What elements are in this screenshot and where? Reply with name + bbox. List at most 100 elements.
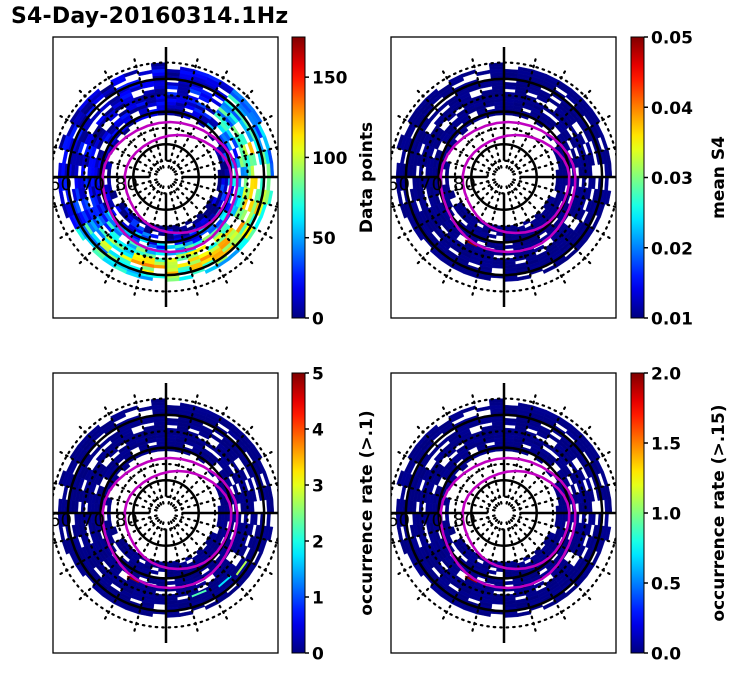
dotted-meridian (132, 521, 165, 635)
dotted-meridian (391, 481, 496, 512)
dotted-meridian (102, 68, 163, 170)
dotted-meridian (391, 514, 496, 545)
heatmap-cell (503, 244, 514, 250)
colorbar-label: occurrence rate (>.15) (709, 404, 729, 621)
dotted-meridian (507, 68, 568, 170)
auroral-oval-boundary-1 (101, 120, 239, 254)
dotted-meridian (395, 516, 497, 577)
dotted-meridian (174, 145, 278, 176)
dotted-meridian (57, 113, 159, 174)
dotted-meridian (169, 404, 230, 506)
figure-title: S4-Day-20160314.1Hz (11, 4, 289, 29)
dotted-meridian (440, 68, 501, 170)
dotted-meridian (174, 514, 278, 545)
heatmap-cell-highlight (464, 239, 478, 248)
heatmap-cell (503, 421, 517, 426)
auroral-oval-boundary-1 (439, 120, 577, 254)
heatmap-cell (600, 135, 609, 151)
latitude-label: 80 (453, 174, 476, 195)
colorbar: 0.0 0.5 1.0 1.5 2.0 occurrence rate (>.15) (630, 365, 729, 665)
heatmap-cell (250, 176, 255, 189)
dotted-meridian (509, 518, 593, 602)
heatmap-cell (262, 135, 271, 151)
colorbar-tick-label: 1 (312, 589, 324, 609)
heatmap-cell (266, 512, 271, 527)
colorbar-tick-label: 3 (312, 477, 324, 497)
heatmap-cell (179, 610, 194, 617)
heatmap-cell (461, 405, 477, 414)
heatmap-cell (588, 176, 593, 189)
dotted-meridian (511, 180, 613, 241)
panel-data-points: 60 70 80 0 50 100 150 Data points (52, 36, 377, 330)
dotted-meridian (102, 404, 163, 506)
heatmap-cell (266, 163, 271, 178)
dotted-meridian (171, 518, 255, 602)
dotted-meridian (171, 182, 255, 266)
colorbar: 0.01 0.02 0.03 0.04 0.05 mean S4 (630, 29, 729, 330)
dotted-meridian (102, 184, 163, 286)
heatmap-cell (112, 526, 118, 535)
heatmap-cell (604, 176, 609, 191)
dotted-meridian (415, 182, 499, 266)
heatmap-cell (475, 69, 491, 77)
colorbar-tick-label: 1.0 (651, 505, 681, 525)
colorbar-label: occurrence rate (>.1) (357, 410, 377, 615)
heatmap-cell-highlight (464, 575, 478, 584)
panel-occurrence-rate-01: 60 70 80 0 1 2 3 4 5 occurrence rate (>.1) (52, 365, 377, 665)
panel-occurrence-rate-015: 60 70 80 0.0 0.5 1.0 1.5 2.0 occurrence rate (>.… (390, 365, 729, 665)
axes-frame (52, 36, 279, 319)
heatmap-cell (450, 526, 456, 535)
heatmap-cell (262, 471, 271, 487)
colorbar-tick-label: 50 (312, 229, 336, 249)
latitude-label: 80 (115, 510, 138, 531)
heatmap-cell (137, 405, 153, 413)
heatmap-cells (57, 62, 275, 282)
dotted-meridian (132, 391, 165, 505)
colorbar-tick-label: 100 (312, 149, 348, 169)
dotted-meridian (505, 185, 538, 299)
dotted-meridian (174, 481, 278, 512)
dotted-meridian (440, 520, 501, 622)
colorbar-label: Data points (357, 122, 377, 233)
dotted-meridian (102, 520, 163, 622)
heatmap-cell (247, 477, 255, 491)
heatmap-cell (137, 69, 153, 77)
heatmap-cell (487, 233, 497, 239)
dotted-meridian (507, 520, 568, 622)
heatmap-cell (412, 164, 417, 178)
dotted-meridian (77, 518, 161, 602)
heatmap-cell-highlight (235, 560, 248, 576)
colorbar-gradient (291, 36, 306, 319)
dotted-meridian (167, 55, 200, 169)
heatmap-cell (503, 580, 514, 586)
heatmap-cell (533, 580, 546, 589)
dotted-meridian (57, 449, 159, 510)
dotted-meridian (171, 424, 255, 508)
colorbar-tick-label: 5 (312, 365, 324, 385)
dotted-meridian (507, 404, 568, 506)
heatmap-cell (250, 512, 255, 525)
dotted-meridian (53, 145, 158, 176)
colorbar-tick-label: 4 (312, 421, 324, 441)
dotted-meridian (173, 449, 275, 510)
colorbar: 0 50 100 150 Data points (291, 36, 377, 330)
heatmap-cell (266, 176, 271, 191)
heatmap-cell (604, 512, 609, 527)
dotted-meridian (470, 185, 503, 299)
plot-area: 60 70 80 (53, 383, 278, 643)
heatmap-cell (112, 190, 118, 199)
latitude-label: 70 (82, 174, 105, 195)
colorbar-tick-label: 0.0 (651, 645, 681, 665)
heatmap-cell (585, 141, 593, 155)
heatmap-cell (62, 149, 69, 164)
dotted-meridian (512, 145, 616, 176)
dotted-meridian (167, 521, 200, 635)
dotted-meridian (415, 424, 499, 508)
dotted-meridian (173, 113, 275, 174)
latitude-label: 70 (82, 510, 105, 531)
colorbar-label: mean S4 (709, 136, 729, 219)
heatmap-cell (400, 485, 407, 500)
colorbar-tick-label: 0.01 (651, 310, 693, 330)
heatmap-cell (459, 463, 469, 472)
dotted-meridian (53, 178, 158, 209)
